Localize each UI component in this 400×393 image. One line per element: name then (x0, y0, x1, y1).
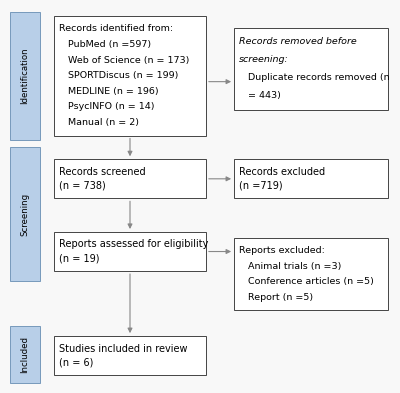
Text: PubMed (n =597): PubMed (n =597) (59, 40, 151, 49)
Text: Records removed ​before: Records removed ​before (239, 37, 357, 46)
Bar (10, 147, 40, 281)
Text: Screening: Screening (20, 193, 30, 236)
Bar (234, 28, 388, 110)
Text: Duplicate records removed (n: Duplicate records removed (n (239, 73, 390, 82)
Bar (54, 16, 206, 136)
Text: Animal trials (n =3): Animal trials (n =3) (239, 262, 342, 271)
Text: (n = 19): (n = 19) (59, 253, 100, 264)
Bar (54, 336, 206, 375)
Bar (10, 12, 40, 140)
Text: Included: Included (20, 336, 30, 373)
Text: Records screened: Records screened (59, 167, 146, 177)
Text: Reports excluded:: Reports excluded: (239, 246, 325, 255)
Bar (234, 238, 388, 310)
Text: PsycINFO (n = 14): PsycINFO (n = 14) (59, 102, 155, 111)
Text: (n =719): (n =719) (239, 181, 283, 191)
Text: Reports assessed for eligibility: Reports assessed for eligibility (59, 239, 208, 250)
Text: Studies included in review: Studies included in review (59, 343, 188, 354)
Text: Report (n =5): Report (n =5) (239, 293, 313, 302)
Text: Conference articles (n =5): Conference articles (n =5) (239, 277, 374, 286)
Text: Identification: Identification (20, 47, 30, 104)
Text: Manual (n = 2): Manual (n = 2) (59, 118, 139, 127)
Bar (54, 159, 206, 198)
Text: screening:: screening: (239, 55, 289, 64)
Bar (234, 159, 388, 198)
Bar (10, 326, 40, 383)
Text: (n = 6): (n = 6) (59, 358, 94, 368)
Text: = 443): = 443) (239, 91, 281, 100)
Text: (n = 738): (n = 738) (59, 181, 106, 191)
Text: Records excluded: Records excluded (239, 167, 325, 177)
Text: MEDLINE (n = 196): MEDLINE (n = 196) (59, 87, 159, 96)
Text: Records identified from:: Records identified from: (59, 24, 173, 33)
Text: Web of Science (n = 173): Web of Science (n = 173) (59, 55, 190, 64)
Text: SPORTDiscus (n = 199): SPORTDiscus (n = 199) (59, 71, 178, 80)
Bar (54, 232, 206, 271)
